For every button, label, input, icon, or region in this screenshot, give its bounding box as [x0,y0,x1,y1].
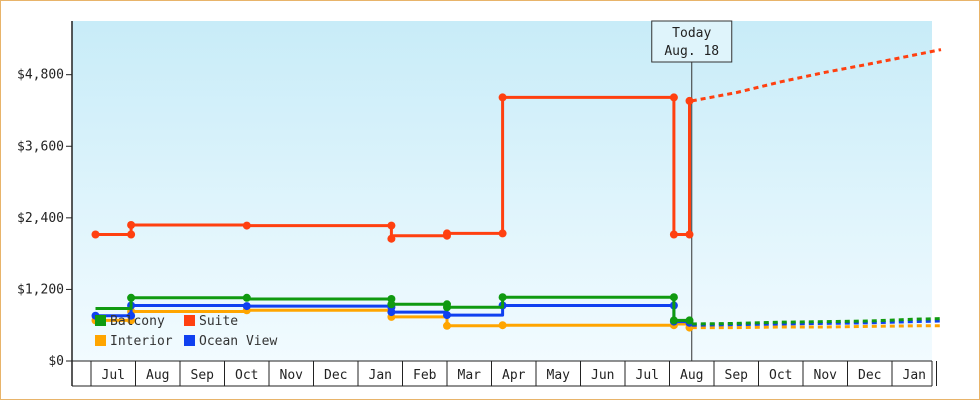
data-point-suite [91,230,100,239]
data-point-suite [127,221,136,229]
x-tick-label: Dec [324,368,347,383]
y-tick-label: $0 [48,354,64,369]
x-tick-label: Jan [369,368,392,383]
x-tick-label: Feb [413,368,437,383]
x-tick-label: Apr [502,368,526,383]
legend-label-interior: Interior [110,334,173,349]
x-tick-label: Mar [458,368,482,383]
data-point-balcony [127,293,136,302]
y-axis: $0 $1,200 $2,400 $3,600 $4,800 [17,21,73,386]
x-tick-label: Nov [280,368,304,383]
x-tick-label: Jul [636,368,659,383]
legend-swatch-balcony [95,315,106,326]
series-line-interior [95,308,692,328]
data-point-balcony [498,293,507,302]
y-tick-label: $3,600 [17,139,64,154]
data-point-suite [443,229,451,238]
legend-label-suite: Suite [199,314,238,329]
series-layer [91,48,942,332]
series-line-balcony [95,295,692,322]
data-point-suite [127,230,136,239]
legend-label-balcony: Balcony [110,314,165,329]
data-point-ocean-view [242,302,251,311]
x-tick-label: Oct [235,368,258,383]
x-tick-label: Nov [814,368,838,383]
data-point-suite [387,234,396,243]
y-tick-label: $1,200 [17,282,64,297]
data-point-ocean-view [127,311,136,320]
x-tick-label: May [547,368,571,383]
legend-swatch-interior [95,335,106,346]
data-point-balcony [669,293,678,302]
data-point-suite [498,93,507,102]
series-suite [91,48,942,243]
series-line-ocean-view [95,304,692,324]
data-point-suite [685,230,694,239]
today-label-line1: Today [672,26,711,41]
x-tick-label: Dec [858,368,881,383]
series-balcony [95,293,942,326]
legend-label-ocean-view: Ocean View [199,334,277,349]
legend-swatch-suite [184,315,195,326]
y-tick-label: $4,800 [17,68,64,83]
forecast-line-suite [691,48,942,103]
today-label-line2: Aug. 18 [664,44,719,59]
data-point-interior [498,321,507,330]
series-interior [91,306,941,332]
data-point-suite [387,221,396,230]
data-point-suite [498,229,507,238]
legend: Balcony Suite Interior Ocean View [95,314,277,349]
data-point-interior [443,321,451,330]
x-tick-label: Oct [769,368,792,383]
data-point-balcony [685,316,694,325]
data-point-ocean-view [443,311,451,320]
today-marker: Today Aug. 18 [651,20,733,361]
data-point-balcony [387,300,396,309]
legend-swatch-ocean-view [184,335,195,346]
data-point-balcony [669,316,678,325]
data-point-ocean-view [387,308,396,317]
x-tick-label: Aug [146,368,169,383]
data-point-balcony [242,293,251,302]
data-point-suite [242,221,251,230]
data-point-suite [669,230,678,239]
y-tick-label: $2,400 [17,211,64,226]
x-tick-label: Jun [591,368,614,383]
today-label-box [651,20,733,63]
data-point-balcony [443,303,451,312]
x-tick-label: Jul [102,368,125,383]
data-point-suite [685,96,694,105]
data-point-suite [669,93,678,102]
x-tick-label: Sep [725,368,749,383]
x-tick-label: Jan [903,368,926,383]
x-tick-label: Sep [191,368,215,383]
x-tick-label: Aug [680,368,703,383]
x-axis: Jul Aug Sep Oct Nov Dec Jan Feb Mar Apr May Jun Jul A… [72,360,937,387]
